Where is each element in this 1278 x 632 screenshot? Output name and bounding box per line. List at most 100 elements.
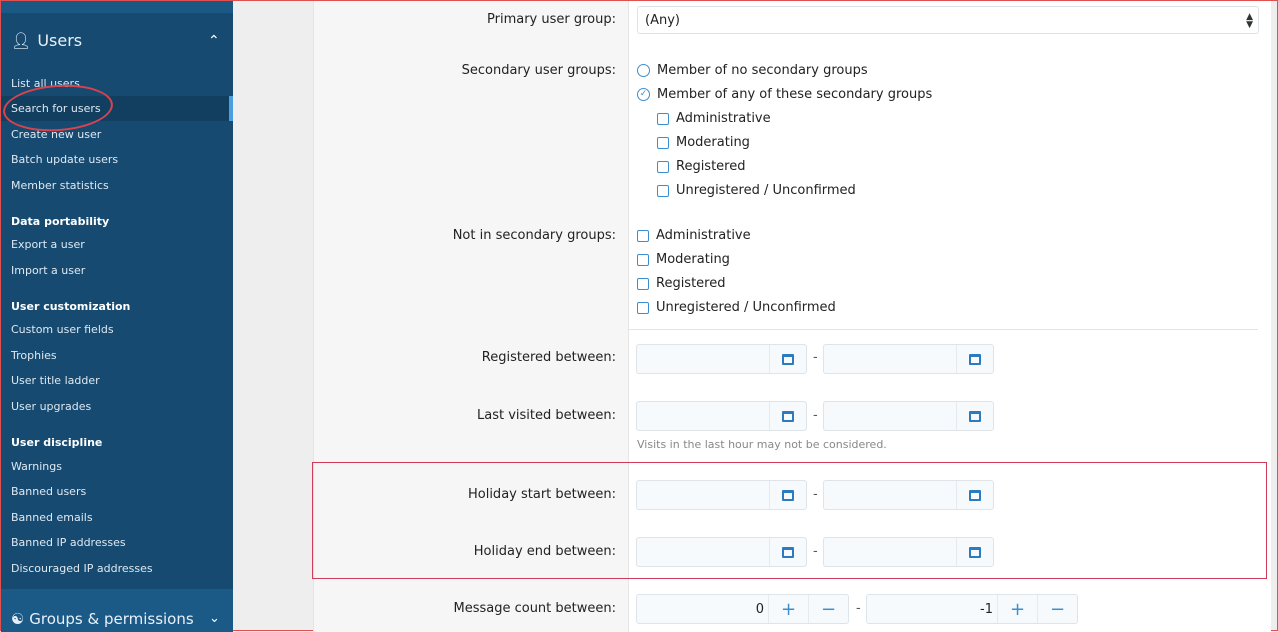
sidebar-item-list-users[interactable]: List all users xyxy=(11,77,80,90)
calendar-button[interactable] xyxy=(956,481,993,509)
checkbox-label: Administrative xyxy=(656,228,751,243)
last-visited-hint: Visits in the last hour may not be consi… xyxy=(637,438,887,451)
checkbox-secondary-unregistered[interactable]: Unregistered / Unconfirmed xyxy=(657,183,856,198)
highlight-box xyxy=(312,462,1267,579)
checkbox-label: Unregistered / Unconfirmed xyxy=(656,300,836,315)
chevron-up-icon[interactable]: ⌃ xyxy=(208,33,220,49)
message-count-label: Message count between: xyxy=(453,601,616,616)
checkbox-label: Moderating xyxy=(676,135,750,150)
radio-label: Member of any of these secondary groups xyxy=(657,87,933,102)
increment-button[interactable]: + xyxy=(997,595,1037,623)
checkbox-secondary-registered[interactable]: Registered xyxy=(657,159,746,174)
checkbox-icon xyxy=(637,229,649,242)
calendar-icon xyxy=(969,410,981,422)
divider xyxy=(628,329,1258,330)
last-visited-from-input[interactable] xyxy=(636,401,807,431)
calendar-icon xyxy=(782,546,794,558)
radio-label: Member of no secondary groups xyxy=(657,63,868,78)
max-value: -1 xyxy=(980,602,993,617)
range-separator: - xyxy=(813,350,818,365)
sidebar-item-user-upgrades[interactable]: User upgrades xyxy=(11,400,92,413)
message-count-max-input[interactable]: -1 + − xyxy=(866,594,1078,624)
min-value: 0 xyxy=(755,602,764,617)
message-count-min-input[interactable]: 0 + − xyxy=(636,594,849,624)
sidebar-item-custom-fields[interactable]: Custom user fields xyxy=(11,323,114,336)
decrement-button[interactable]: − xyxy=(808,595,848,623)
checkbox-icon xyxy=(637,301,649,314)
primary-group-select[interactable]: (Any) ▲ ▼ xyxy=(637,6,1259,34)
increment-button[interactable]: + xyxy=(768,595,808,623)
sidebar-item-create-user[interactable]: Create new user xyxy=(11,128,102,141)
holiday-start-from-input[interactable] xyxy=(636,480,807,510)
registered-label: Registered between: xyxy=(481,350,616,365)
range-separator: - xyxy=(813,408,818,423)
calendar-button[interactable] xyxy=(956,538,993,566)
sidebar-section-groups[interactable] xyxy=(1,589,233,632)
sidebar-item-search-users[interactable]: Search for users xyxy=(11,102,101,115)
last-visited-label: Last visited between: xyxy=(477,408,616,423)
checkbox-not-moderating[interactable]: Moderating xyxy=(637,252,730,267)
checkbox-not-administrative[interactable]: Administrative xyxy=(637,228,751,243)
primary-group-label: Primary user group: xyxy=(487,12,616,27)
sidebar-heading-user-discipline: User discipline xyxy=(11,436,103,449)
checkbox-secondary-administrative[interactable]: Administrative xyxy=(657,111,771,126)
calendar-button[interactable] xyxy=(956,402,993,430)
sidebar-item-title-ladder[interactable]: User title ladder xyxy=(11,374,100,387)
groups-title: Groups & permissions xyxy=(29,610,194,628)
chevron-down-icon[interactable]: ⌄ xyxy=(209,611,220,626)
calendar-button[interactable] xyxy=(769,402,806,430)
sidebar-item-discouraged-ips[interactable]: Discouraged IP addresses xyxy=(11,562,153,575)
calendar-icon xyxy=(782,353,794,365)
sidebar-item-banned-users[interactable]: Banned users xyxy=(11,485,87,498)
checkbox-label: Registered xyxy=(676,159,746,174)
last-visited-to-input[interactable] xyxy=(823,401,994,431)
sidebar-top-bar xyxy=(1,1,233,13)
holiday-start-to-input[interactable] xyxy=(823,480,994,510)
sidebar-item-import-user[interactable]: Import a user xyxy=(11,264,86,277)
radio-any-secondary[interactable]: ✓ Member of any of these secondary groups xyxy=(637,87,932,102)
field-column xyxy=(628,1,1271,632)
calendar-button[interactable] xyxy=(769,345,806,373)
checkbox-icon xyxy=(657,160,669,173)
holiday-end-to-input[interactable] xyxy=(823,537,994,567)
checkbox-label: Moderating xyxy=(656,252,730,267)
sidebar-item-warnings[interactable]: Warnings xyxy=(11,460,62,473)
range-separator: - xyxy=(813,487,818,502)
select-arrows-icon: ▲ ▼ xyxy=(1246,12,1253,30)
registered-to-input[interactable] xyxy=(823,344,994,374)
sidebar-item-banned-emails[interactable]: Banned emails xyxy=(11,511,93,524)
holiday-start-label: Holiday start between: xyxy=(467,487,616,502)
groups-icon: ☯ xyxy=(11,610,25,628)
calendar-button[interactable] xyxy=(769,538,806,566)
sidebar-item-trophies[interactable]: Trophies xyxy=(11,349,57,362)
checkbox-secondary-moderating[interactable]: Moderating xyxy=(657,135,750,150)
section-title: Users xyxy=(37,31,83,50)
calendar-button[interactable] xyxy=(769,481,806,509)
primary-group-value: (Any) xyxy=(645,13,680,28)
checkbox-icon xyxy=(657,184,669,197)
radio-checked-icon: ✓ xyxy=(637,88,650,101)
calendar-icon xyxy=(969,353,981,365)
checkbox-not-unregistered[interactable]: Unregistered / Unconfirmed xyxy=(637,300,836,315)
user-icon: 👤︎ xyxy=(11,31,32,50)
sidebar-item-banned-ips[interactable]: Banned IP addresses xyxy=(11,536,126,549)
checkbox-label: Registered xyxy=(656,276,726,291)
active-item-bg xyxy=(1,96,233,121)
sidebar-groups-label[interactable]: ☯ Groups & permissions xyxy=(11,610,194,628)
not-secondary-label: Not in secondary groups: xyxy=(452,228,616,243)
checkbox-icon xyxy=(657,112,669,125)
sidebar-section-users[interactable]: 👤︎ Users xyxy=(11,31,82,50)
calendar-button[interactable] xyxy=(956,345,993,373)
decrement-button[interactable]: − xyxy=(1037,595,1077,623)
sidebar-item-export-user[interactable]: Export a user xyxy=(11,238,85,251)
registered-from-input[interactable] xyxy=(636,344,807,374)
calendar-icon xyxy=(782,489,794,501)
calendar-icon xyxy=(782,410,794,422)
sidebar: 👤︎ Users ⌃ List all users Search for user… xyxy=(1,1,233,632)
sidebar-item-batch-update[interactable]: Batch update users xyxy=(11,153,119,166)
holiday-end-from-input[interactable] xyxy=(636,537,807,567)
sidebar-item-member-stats[interactable]: Member statistics xyxy=(11,179,109,192)
radio-no-secondary[interactable]: Member of no secondary groups xyxy=(637,63,868,78)
label-column xyxy=(313,1,628,632)
checkbox-not-registered[interactable]: Registered xyxy=(637,276,726,291)
